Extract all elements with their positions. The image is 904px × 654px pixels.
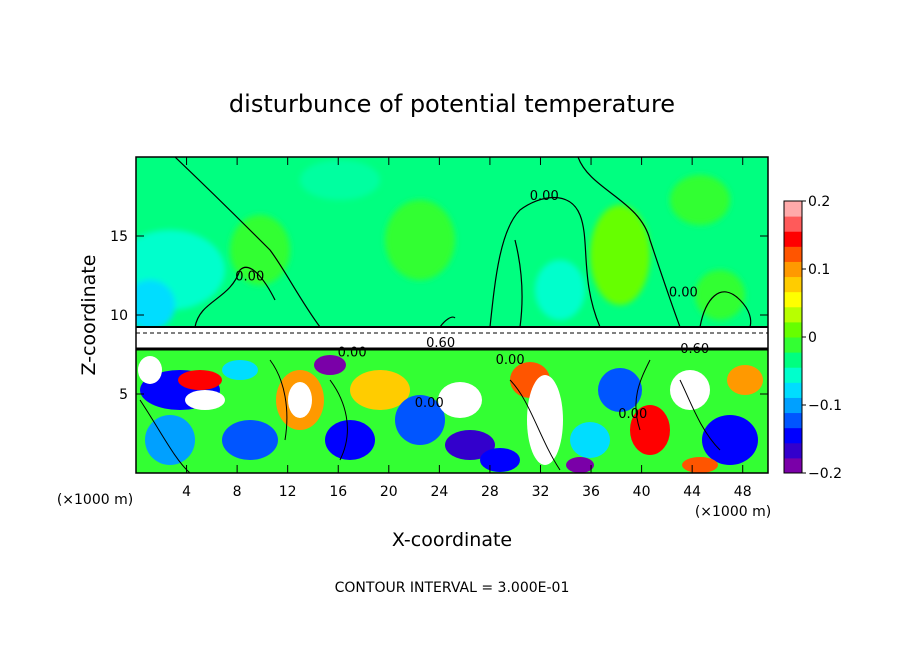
chart-title: disturbunce of potential temperature [229, 90, 675, 118]
colorbar-swatch [784, 412, 802, 429]
upper-contours [174, 157, 752, 328]
colorbar-tick-label: 0.2 [808, 194, 830, 210]
contour-label: 0.60 [426, 336, 455, 351]
y-tick-label: 15 [110, 229, 128, 245]
x-tick-label: 24 [430, 484, 448, 500]
x-tick-label: 20 [380, 484, 398, 500]
contour-label: 0.00 [496, 353, 525, 368]
y-axis-ticks: 5 10 15 [110, 229, 768, 403]
colorbar-swatch [784, 367, 802, 383]
x-unit-label-right: (×1000 m) [695, 504, 771, 520]
colorbar-tick-label: 0 [808, 330, 817, 346]
y-axis-label: Z-coordinate [78, 255, 100, 376]
x-tick-label: 48 [734, 484, 752, 500]
x-tick-label: 32 [532, 484, 550, 500]
colorbar-swatch [784, 352, 802, 368]
x-tick-label: 12 [279, 484, 297, 500]
colorbar-swatch [784, 306, 802, 323]
x-tick-label: 4 [182, 484, 191, 500]
upper-field-variations [136, 160, 745, 330]
colorbar-swatch [784, 246, 802, 262]
colorbar-swatch [784, 457, 802, 474]
x-tick-label: 36 [582, 484, 600, 500]
x-axis-ticks: 4 8 12 16 20 24 28 32 36 40 44 48 [182, 157, 752, 500]
contour-interval-footer: CONTOUR INTERVAL = 3.000E-01 [335, 580, 570, 596]
x-tick-label: 40 [633, 484, 651, 500]
x-tick-label: 44 [683, 484, 701, 500]
contour-labels: 0.00 0.00 0.00 0.60 0.60 0.00 0.00 0.00 0.00 [235, 189, 709, 422]
colorbar-swatch [784, 291, 802, 308]
x-unit-label-left: (×1000 m) [57, 492, 133, 508]
colorbar [783, 200, 803, 474]
lower-field-blobs [138, 355, 763, 473]
colorbar-swatch [784, 397, 802, 414]
colorbar-swatch [784, 321, 802, 338]
x-tick-label: 16 [329, 484, 347, 500]
colorbar-swatch [784, 201, 802, 217]
contour-label: 0.60 [680, 342, 709, 357]
y-tick-label: 10 [110, 308, 128, 324]
contour-label: 0.00 [415, 396, 444, 411]
colorbar-swatch [784, 261, 802, 278]
colorbar-tick-label: −0.1 [808, 398, 842, 414]
x-tick-label: 8 [233, 484, 242, 500]
contour-label: 0.00 [618, 407, 647, 422]
colorbar-swatch [784, 442, 802, 459]
x-axis-label: X-coordinate [392, 529, 512, 551]
colorbar-ticks: 0.2 0.1 0 −0.1 −0.2 [802, 194, 842, 482]
x-tick-label: 28 [481, 484, 499, 500]
lower-contours [139, 359, 721, 473]
y-tick-label: 5 [119, 387, 128, 403]
colorbar-swatch [784, 231, 802, 247]
colorbar-tick-label: 0.1 [808, 262, 830, 278]
colorbar-tick-label: −0.2 [808, 466, 842, 482]
contour-label: 0.00 [530, 189, 559, 204]
colorbar-swatch [784, 276, 802, 293]
colorbar-swatch [784, 216, 802, 232]
contour-label: 0.00 [235, 270, 264, 285]
colorbar-swatch [784, 382, 802, 398]
colorbar-swatch [784, 427, 802, 444]
plot-area [136, 157, 768, 473]
contour-label: 0.00 [669, 285, 698, 300]
colorbar-swatch [784, 337, 802, 353]
contour-label: 0.00 [338, 345, 367, 360]
